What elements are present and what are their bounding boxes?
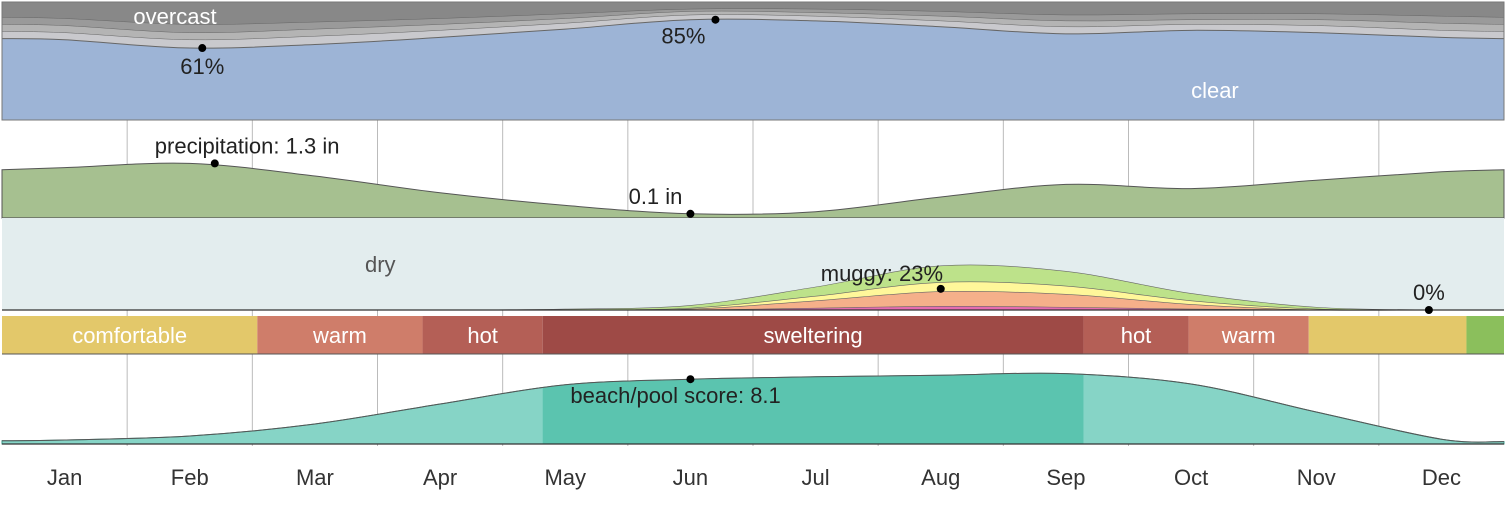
- clear-label: clear: [1191, 78, 1239, 103]
- precip-high-marker: [211, 159, 219, 167]
- muggy-marker: [937, 285, 945, 293]
- heat-segment-label: warm: [312, 323, 367, 348]
- precip-low-value: 0.1 in: [629, 184, 683, 209]
- cloud-low-value: 61%: [180, 54, 224, 79]
- precip-high-value: precipitation: 1.3 in: [155, 133, 340, 158]
- heat-segment-label: sweltering: [764, 323, 863, 348]
- humidity-bg: [2, 218, 1504, 310]
- heat-segment: [1309, 316, 1467, 354]
- heat-segment-label: hot: [467, 323, 498, 348]
- heat-segment-label: warm: [1221, 323, 1276, 348]
- beach-main-value: beach/pool score: 8.1: [570, 383, 780, 408]
- heat-segment: [1466, 316, 1504, 354]
- humidity-zero-marker: [1425, 306, 1433, 314]
- month-label: Apr: [423, 465, 457, 490]
- cloud-high-value: 85%: [661, 24, 705, 49]
- month-label: Nov: [1297, 465, 1336, 490]
- month-label: Jul: [802, 465, 830, 490]
- month-label: Sep: [1046, 465, 1085, 490]
- month-label: Oct: [1174, 465, 1208, 490]
- chart-svg: overcast clear 61% 85% precipitation: 1.3 in…: [0, 0, 1506, 506]
- month-label: Feb: [171, 465, 209, 490]
- beach-main-marker: [686, 375, 694, 383]
- overcast-label: overcast: [133, 4, 216, 29]
- month-label: May: [544, 465, 586, 490]
- dry-label: dry: [365, 252, 396, 277]
- heat-segment-label: hot: [1121, 323, 1152, 348]
- humidity-zero-value: 0%: [1413, 280, 1445, 305]
- climate-chart: overcast clear 61% 85% precipitation: 1.3 in…: [0, 0, 1506, 506]
- muggy-value: muggy: 23%: [821, 261, 943, 286]
- cloud-high-marker: [711, 16, 719, 24]
- month-label: Dec: [1422, 465, 1461, 490]
- cloud-low-marker: [198, 44, 206, 52]
- precip-low-marker: [686, 210, 694, 218]
- month-label: Mar: [296, 465, 334, 490]
- month-label: Jan: [47, 465, 82, 490]
- month-label: Aug: [921, 465, 960, 490]
- heat-segment-label: comfortable: [72, 323, 187, 348]
- month-label: Jun: [673, 465, 708, 490]
